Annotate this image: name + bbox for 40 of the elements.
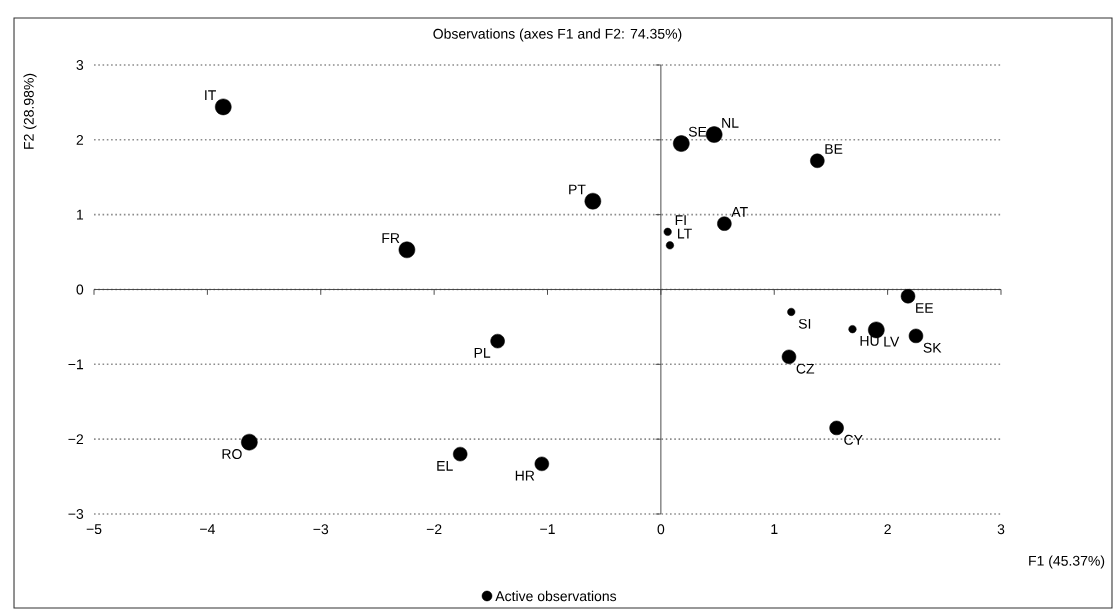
y-tick-label: 2 bbox=[76, 134, 84, 145]
x-tick-label: 1 bbox=[771, 524, 778, 534]
y-tick-label: 1 bbox=[77, 209, 84, 220]
annotation: IT bbox=[205, 90, 216, 100]
annotation: CZ bbox=[796, 363, 815, 374]
chart-title: Observations (axes F1 and F2: 74.35%) bbox=[433, 28, 682, 42]
x-tick-label: −4 bbox=[200, 524, 215, 534]
annotation: LT bbox=[678, 228, 692, 239]
y-tick-label: 0 bbox=[76, 284, 84, 295]
annotation: FI bbox=[675, 215, 686, 225]
annotation: EL bbox=[437, 461, 453, 471]
x-tick-label: −1 bbox=[540, 524, 555, 534]
x-tick-label: −3 bbox=[313, 524, 329, 535]
x-tick-label: 2 bbox=[884, 524, 891, 535]
annotation: BE bbox=[825, 144, 843, 154]
annotation: FR bbox=[382, 233, 400, 243]
y-axis-title: F2 (28.98%) bbox=[23, 73, 37, 149]
legend-label: Active observations bbox=[495, 590, 617, 602]
annotation: SK bbox=[923, 342, 942, 353]
annotation: HR bbox=[515, 470, 535, 481]
x-tick-label: 3 bbox=[997, 524, 1005, 535]
annotation: PT bbox=[569, 184, 586, 195]
y-tick-label: −2 bbox=[68, 434, 84, 445]
x-axis-title: F1 (45.37%) bbox=[1029, 555, 1105, 569]
x-tick-label: −2 bbox=[426, 524, 442, 535]
y-tick-label: −3 bbox=[68, 509, 84, 519]
annotation: AT bbox=[731, 207, 748, 217]
annotation: CY bbox=[844, 434, 863, 445]
y-tick-label: 3 bbox=[76, 60, 84, 70]
annotation: EE bbox=[916, 303, 934, 313]
x-tick-label: −5 bbox=[86, 524, 102, 535]
annotation: NL bbox=[722, 118, 739, 128]
annotation: RO bbox=[222, 449, 242, 459]
annotation: PL bbox=[474, 348, 491, 358]
y-tick-label: −1 bbox=[68, 359, 84, 370]
annotation: SI bbox=[798, 318, 811, 329]
annotation: SE bbox=[688, 126, 707, 137]
annotation: HU bbox=[860, 336, 879, 346]
x-tick-label: 0 bbox=[657, 524, 665, 535]
annotation: LV bbox=[884, 336, 900, 347]
